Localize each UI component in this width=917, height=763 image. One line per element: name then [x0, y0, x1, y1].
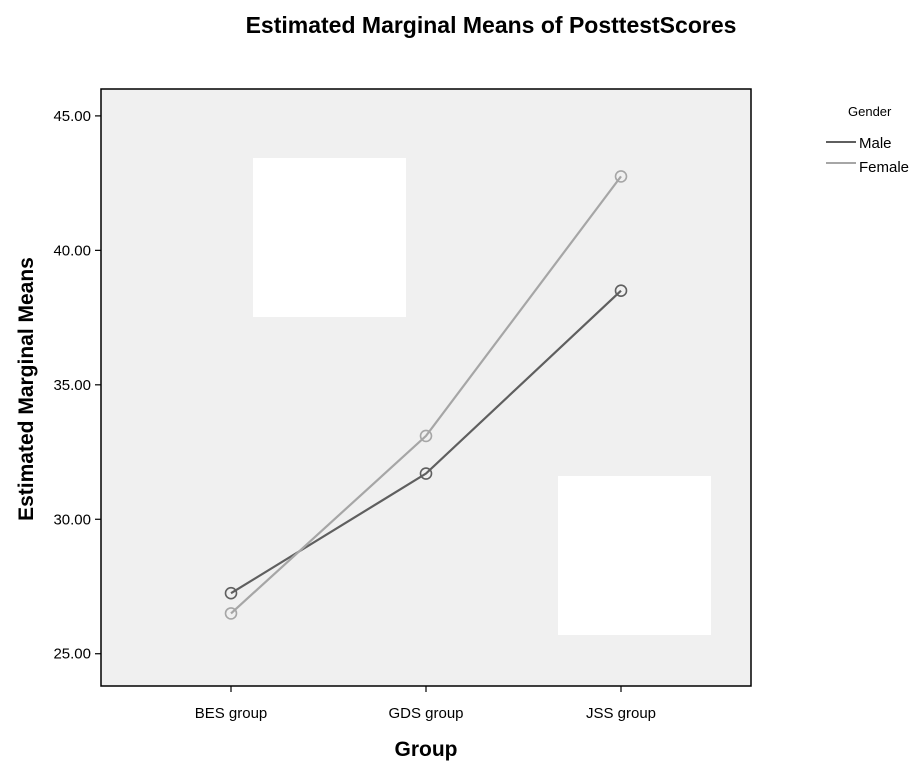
data-point-female: [224, 607, 238, 620]
legend-label-male: Male: [859, 135, 892, 152]
x-axis-label: Group: [395, 738, 458, 761]
y-tick-label: 25.00: [53, 646, 91, 663]
y-tick-label: 40.00: [53, 242, 91, 259]
plot-area: [100, 88, 752, 687]
y-tick-label: 35.00: [53, 377, 91, 394]
legend-label-female: Female: [859, 159, 909, 176]
y-tick-label: 30.00: [53, 511, 91, 528]
white-overlay-box-upper: [253, 158, 406, 317]
data-point-female: [419, 429, 433, 443]
x-tick-label: GDS group: [388, 705, 463, 722]
data-point-male: [614, 284, 628, 297]
series-line-female: [230, 175, 622, 615]
data-point-male: [224, 586, 238, 600]
chart-title: Estimated Marginal Means of PosttestScor…: [246, 12, 737, 38]
y-axis: 25.00 30.00 35.00 40.00 45.00: [53, 108, 101, 663]
x-tick-label: BES group: [195, 705, 268, 722]
x-tick-label: JSS group: [586, 705, 656, 722]
legend-title: Gender: [848, 104, 892, 119]
white-overlay-box-lower: [558, 476, 711, 635]
series-layer: [224, 170, 628, 620]
y-axis-label: Estimated Marginal Means: [15, 257, 38, 521]
y-tick-label: 45.00: [53, 108, 91, 125]
legend: Gender Male Female: [826, 104, 909, 176]
data-point-male: [419, 467, 433, 480]
data-point-female: [614, 170, 628, 183]
x-axis: BES group GDS group JSS group: [195, 686, 656, 722]
